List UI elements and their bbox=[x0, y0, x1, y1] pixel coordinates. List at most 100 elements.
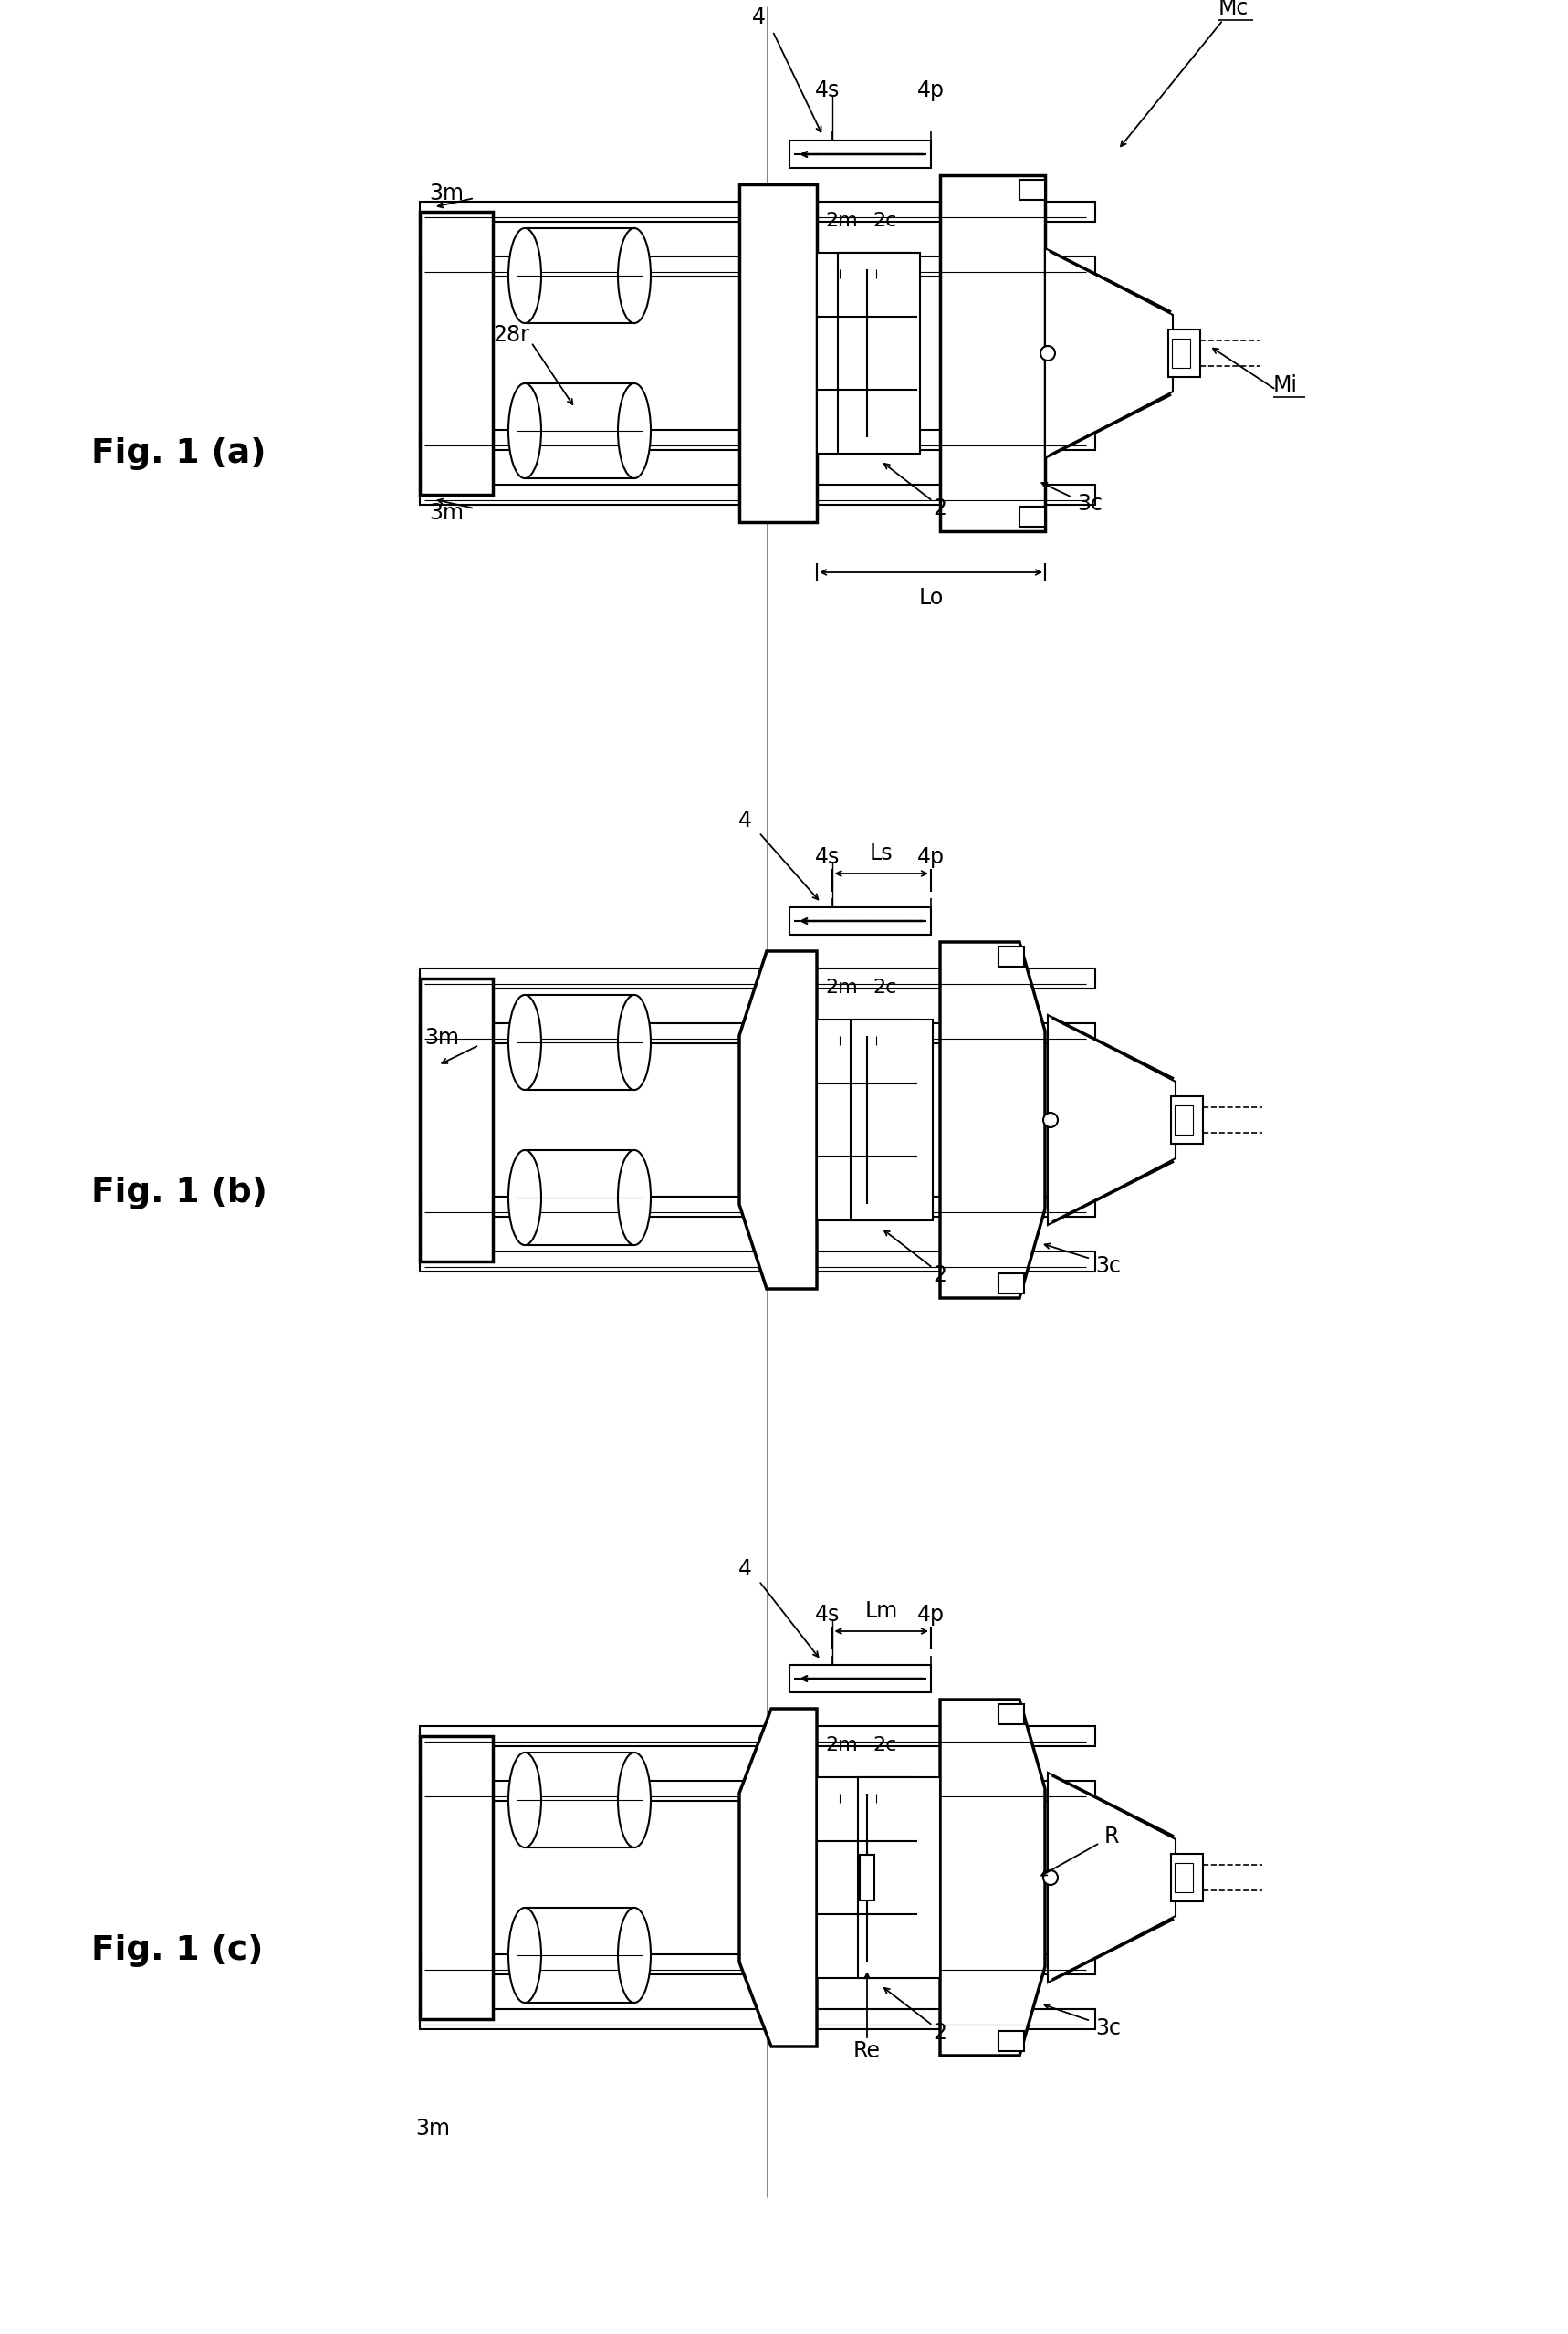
Bar bbox=[525, 1753, 635, 1849]
Bar bbox=[420, 1954, 1094, 1975]
Polygon shape bbox=[1047, 1015, 1176, 1225]
Text: 4s: 4s bbox=[815, 79, 840, 100]
Ellipse shape bbox=[508, 1907, 541, 2003]
Bar bbox=[420, 429, 1094, 450]
Polygon shape bbox=[739, 952, 817, 1288]
Ellipse shape bbox=[508, 994, 541, 1090]
Text: 3m: 3m bbox=[430, 502, 464, 523]
Bar bbox=[1174, 1106, 1193, 1134]
Bar bbox=[999, 1704, 1024, 1725]
Text: Fig. 1 (a): Fig. 1 (a) bbox=[91, 436, 267, 469]
Text: 3c: 3c bbox=[1094, 2017, 1121, 2040]
Bar bbox=[1171, 338, 1190, 369]
Text: 2m: 2m bbox=[825, 978, 858, 997]
Ellipse shape bbox=[618, 229, 651, 322]
Bar bbox=[420, 1251, 1094, 1272]
Bar bbox=[789, 140, 931, 168]
Text: 4p: 4p bbox=[917, 1603, 944, 1627]
Text: 4p: 4p bbox=[917, 847, 944, 868]
Bar bbox=[420, 1781, 1094, 1802]
Text: 2c: 2c bbox=[873, 978, 897, 997]
Bar bbox=[999, 2031, 1024, 2052]
Ellipse shape bbox=[1043, 1113, 1058, 1127]
Bar bbox=[420, 257, 1094, 275]
Text: 2: 2 bbox=[933, 497, 947, 520]
Text: 4s: 4s bbox=[815, 847, 840, 868]
Bar bbox=[525, 994, 635, 1090]
Bar bbox=[817, 1020, 917, 1221]
Bar bbox=[739, 184, 817, 523]
Polygon shape bbox=[941, 943, 1044, 1298]
Text: Lm: Lm bbox=[866, 1601, 898, 1622]
Text: 2: 2 bbox=[933, 2021, 947, 2045]
Text: Mi: Mi bbox=[1273, 373, 1298, 397]
Bar bbox=[850, 1020, 933, 1221]
Text: 3m: 3m bbox=[430, 182, 464, 205]
Text: 4s: 4s bbox=[815, 1603, 840, 1627]
Text: 2c: 2c bbox=[873, 212, 897, 231]
Text: 4: 4 bbox=[739, 810, 753, 831]
Text: Mc: Mc bbox=[1218, 0, 1248, 19]
Text: R: R bbox=[1104, 1825, 1120, 1849]
Ellipse shape bbox=[1041, 345, 1055, 359]
Text: 2c: 2c bbox=[873, 1736, 897, 1755]
Text: 2m: 2m bbox=[825, 1736, 858, 1755]
Ellipse shape bbox=[508, 1753, 541, 1849]
Text: 4p: 4p bbox=[917, 79, 944, 100]
Ellipse shape bbox=[618, 1151, 651, 1244]
Text: 2: 2 bbox=[933, 1265, 947, 1286]
Bar bbox=[420, 969, 1094, 990]
Polygon shape bbox=[941, 1699, 1044, 2056]
Text: Fig. 1 (c): Fig. 1 (c) bbox=[91, 1935, 263, 1968]
Text: Ls: Ls bbox=[870, 843, 894, 864]
Bar bbox=[525, 1151, 635, 1244]
Text: Lo: Lo bbox=[919, 586, 944, 609]
Bar bbox=[941, 175, 1044, 532]
Text: 3m: 3m bbox=[425, 1027, 459, 1048]
Bar bbox=[420, 212, 492, 495]
Bar bbox=[1171, 1097, 1203, 1144]
Bar bbox=[420, 1022, 1094, 1043]
Bar bbox=[525, 229, 635, 322]
Bar bbox=[817, 252, 917, 453]
Text: 2m: 2m bbox=[825, 212, 858, 231]
Text: 3c: 3c bbox=[1094, 1256, 1121, 1277]
Text: 4: 4 bbox=[753, 7, 765, 28]
Bar bbox=[1019, 180, 1044, 201]
Bar bbox=[420, 1727, 1094, 1746]
Text: 4: 4 bbox=[739, 1559, 753, 1580]
Ellipse shape bbox=[618, 1907, 651, 2003]
Bar bbox=[525, 1907, 635, 2003]
Bar bbox=[859, 1856, 875, 1900]
Bar bbox=[420, 485, 1094, 504]
Polygon shape bbox=[1044, 247, 1173, 457]
Bar bbox=[999, 948, 1024, 966]
Bar bbox=[420, 201, 1094, 222]
Polygon shape bbox=[739, 1708, 817, 2047]
Ellipse shape bbox=[508, 1151, 541, 1244]
Polygon shape bbox=[1047, 1772, 1176, 1982]
Text: 3c: 3c bbox=[1077, 492, 1102, 516]
Text: Fig. 1 (b): Fig. 1 (b) bbox=[91, 1176, 267, 1209]
Text: Re: Re bbox=[853, 2040, 881, 2061]
Text: 3m: 3m bbox=[416, 2117, 450, 2140]
Ellipse shape bbox=[618, 1753, 651, 1849]
Bar bbox=[817, 1776, 917, 1977]
Bar bbox=[525, 383, 635, 478]
Bar bbox=[420, 978, 492, 1260]
Bar bbox=[837, 252, 920, 453]
Bar bbox=[1174, 1863, 1193, 1893]
Bar bbox=[420, 2010, 1094, 2028]
Bar bbox=[1019, 506, 1044, 527]
Bar bbox=[789, 1664, 931, 1692]
Ellipse shape bbox=[508, 229, 541, 322]
Bar bbox=[1171, 1853, 1203, 1902]
Bar bbox=[789, 908, 931, 934]
Bar bbox=[858, 1776, 941, 1977]
Ellipse shape bbox=[508, 383, 541, 478]
Bar bbox=[420, 1197, 1094, 1216]
Ellipse shape bbox=[1043, 1870, 1058, 1886]
Bar bbox=[999, 1274, 1024, 1293]
Bar bbox=[420, 1736, 492, 2019]
Ellipse shape bbox=[618, 383, 651, 478]
